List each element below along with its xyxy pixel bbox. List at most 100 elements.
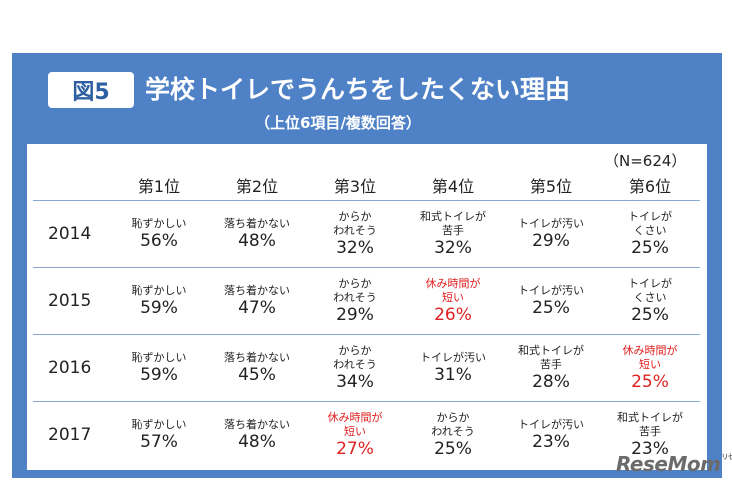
rank-header: 第6位	[600, 170, 700, 201]
percent-value: 59%	[140, 297, 178, 318]
header-row: 第1位 第2位 第3位 第4位 第5位 第6位	[33, 170, 700, 201]
sample-size-note: （N=624）	[604, 152, 687, 170]
percent-value: 28%	[532, 371, 570, 392]
reason-label: 恥ずかしい	[131, 283, 187, 297]
rank-header: 第3位	[306, 170, 404, 201]
reason-label: 休み時間が	[327, 410, 383, 424]
table-row: 2016 恥ずかしい 59% 落ち着かない 45% からか われそう 34% トイレが汚い 31%…	[33, 334, 700, 402]
reason-label: トイレが汚い	[518, 216, 584, 230]
reason-cell: からか われそう 25%	[404, 402, 502, 469]
reason-cell: 落ち着かない 48%	[208, 200, 306, 268]
reason-cell: 恥ずかしい 59%	[110, 267, 208, 335]
reason-label: われそう	[431, 424, 475, 438]
reason-cell: 恥ずかしい 59%	[110, 334, 208, 402]
reason-cell: 和式トイレが 苦手 28%	[502, 334, 600, 402]
year-cell: 2014	[33, 200, 110, 268]
reason-cell: 休み時間が 短い 25%	[600, 334, 700, 402]
reason-cell: 落ち着かない 47%	[208, 267, 306, 335]
reason-label: からか	[338, 209, 372, 223]
year-cell: 2017	[48, 425, 92, 445]
reason-cell: トイレが くさい 25%	[600, 200, 700, 268]
figure-subtitle: （上位6項目/複数回答）	[255, 114, 421, 132]
reason-cell: 落ち着かない 48%	[208, 402, 306, 469]
reason-label: トイレが汚い	[518, 283, 584, 297]
reason-label: 和式トイレが	[617, 410, 683, 424]
reason-label: 落ち着かない	[224, 283, 290, 297]
reason-cell: トイレが汚い 25%	[502, 267, 600, 335]
reason-label: 和式トイレが	[518, 343, 584, 357]
reason-label: からか	[338, 343, 372, 357]
reason-cell: 落ち着かない 45%	[208, 334, 306, 402]
reason-cell: 休み時間が 短い 27%	[306, 402, 404, 469]
reason-cell: トイレが くさい 25%	[600, 267, 700, 335]
percent-value: 56%	[140, 230, 178, 251]
percent-value: 31%	[434, 364, 472, 385]
percent-value: 25%	[434, 438, 472, 459]
percent-value: 23%	[532, 431, 570, 452]
reason-label: われそう	[333, 357, 377, 371]
year-column-header	[33, 170, 110, 201]
reason-label: 短い	[442, 290, 464, 304]
figure-title: 学校トイレでうんちをしたくない理由	[145, 75, 571, 104]
reason-label: 和式トイレが	[420, 209, 486, 223]
ranking-table: 第1位 第2位 第3位 第4位 第5位 第6位 2014 恥ずかしい 56% 落ち着か…	[33, 170, 700, 468]
percent-value: 26%	[434, 304, 472, 325]
percent-value: 27%	[336, 438, 374, 459]
reason-label: 落ち着かない	[224, 350, 290, 364]
reason-cell: トイレが汚い 23%	[502, 402, 600, 469]
reason-cell: 恥ずかしい 57%	[110, 402, 208, 469]
reason-cell: トイレが汚い 31%	[404, 334, 502, 402]
reason-label: トイレが汚い	[518, 417, 584, 431]
reason-cell: 休み時間が 短い 26%	[404, 267, 502, 335]
reason-cell: トイレが汚い 29%	[502, 200, 600, 268]
reason-label: トイレが汚い	[420, 350, 486, 364]
reason-label: われそう	[333, 223, 377, 237]
reason-label: 恥ずかしい	[131, 216, 187, 230]
reason-label: 落ち着かない	[224, 216, 290, 230]
percent-value: 45%	[238, 364, 276, 385]
percent-value: 25%	[631, 237, 669, 258]
percent-value: 34%	[336, 371, 374, 392]
resemom-watermark: ReseMomリセマム	[616, 452, 732, 476]
reason-cell: 和式トイレが 苦手 23%	[600, 402, 700, 469]
reason-label: トイレが	[628, 276, 672, 290]
percent-value: 23%	[631, 438, 669, 459]
percent-value: 59%	[140, 364, 178, 385]
reason-label: 恥ずかしい	[131, 417, 187, 431]
percent-value: 25%	[631, 304, 669, 325]
reason-label: 休み時間が	[425, 276, 481, 290]
reason-label: われそう	[333, 290, 377, 304]
rank-header: 第2位	[208, 170, 306, 201]
year-cell: 2016	[33, 334, 110, 402]
reason-label: からか	[436, 410, 470, 424]
reason-label: くさい	[633, 223, 667, 237]
rank-header: 第1位	[110, 170, 208, 201]
reason-label: 休み時間が	[622, 343, 678, 357]
reason-cell: からか われそう 34%	[306, 334, 404, 402]
percent-value: 47%	[238, 297, 276, 318]
percent-value: 48%	[238, 230, 276, 251]
reason-label: 苦手	[540, 357, 562, 371]
reason-label: 短い	[344, 424, 366, 438]
reason-label: からか	[338, 276, 372, 290]
reason-label: くさい	[633, 290, 667, 304]
percent-value: 32%	[336, 237, 374, 258]
percent-value: 25%	[631, 371, 669, 392]
reason-label: 短い	[639, 357, 661, 371]
reason-label: 苦手	[639, 424, 661, 438]
reason-cell: 和式トイレが 苦手 32%	[404, 200, 502, 268]
reason-label: 恥ずかしい	[131, 350, 187, 364]
table-row: 2015 恥ずかしい 59% 落ち着かない 47% からか われそう 29% 休み時間が 短い 26…	[33, 267, 700, 335]
percent-value: 57%	[140, 431, 178, 452]
reason-label: 落ち着かない	[224, 417, 290, 431]
percent-value: 48%	[238, 431, 276, 452]
year-cell: 2015	[33, 267, 110, 335]
reason-cell: 恥ずかしい 56%	[110, 200, 208, 268]
percent-value: 29%	[532, 230, 570, 251]
percent-value: 29%	[336, 304, 374, 325]
rank-header: 第4位	[404, 170, 502, 201]
reason-label: 苦手	[442, 223, 464, 237]
rank-header: 第5位	[502, 170, 600, 201]
reason-label: トイレが	[628, 209, 672, 223]
reason-cell: からか われそう 32%	[306, 200, 404, 268]
